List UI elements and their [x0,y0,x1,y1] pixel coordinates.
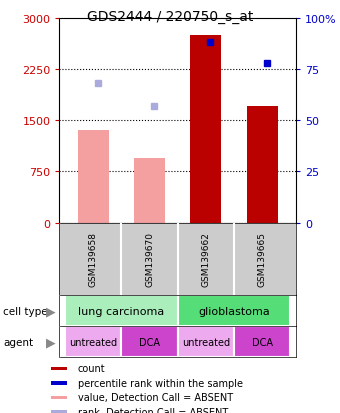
Bar [65,295,177,326]
Bar [51,410,67,413]
Bar [51,396,67,399]
Text: untreated: untreated [182,337,230,347]
Text: DCA: DCA [252,337,273,347]
Bar [190,36,221,223]
Text: agent: agent [3,337,34,347]
Text: GSM139662: GSM139662 [201,232,210,287]
Text: rank, Detection Call = ABSENT: rank, Detection Call = ABSENT [78,407,228,413]
Text: DCA: DCA [139,337,160,347]
Text: value, Detection Call = ABSENT: value, Detection Call = ABSENT [78,392,233,403]
Text: lung carcinoma: lung carcinoma [78,306,165,316]
Text: GSM139665: GSM139665 [257,232,267,287]
Text: GSM139658: GSM139658 [89,232,98,287]
Text: untreated: untreated [69,337,117,347]
Text: ▶: ▶ [46,335,55,348]
Bar [51,381,67,385]
Bar [78,131,109,223]
Text: ▶: ▶ [46,304,55,317]
Bar [134,158,165,223]
Text: GDS2444 / 220750_s_at: GDS2444 / 220750_s_at [87,10,253,24]
Text: count: count [78,363,105,374]
Bar [246,107,277,223]
Bar [234,326,290,357]
Bar [121,326,177,357]
Text: cell type: cell type [3,306,48,316]
Bar [177,295,290,326]
Bar [65,326,121,357]
Bar [51,367,67,370]
Text: GSM139670: GSM139670 [145,232,154,287]
Text: percentile rank within the sample: percentile rank within the sample [78,378,243,388]
Text: glioblastoma: glioblastoma [198,306,270,316]
Bar [177,326,234,357]
